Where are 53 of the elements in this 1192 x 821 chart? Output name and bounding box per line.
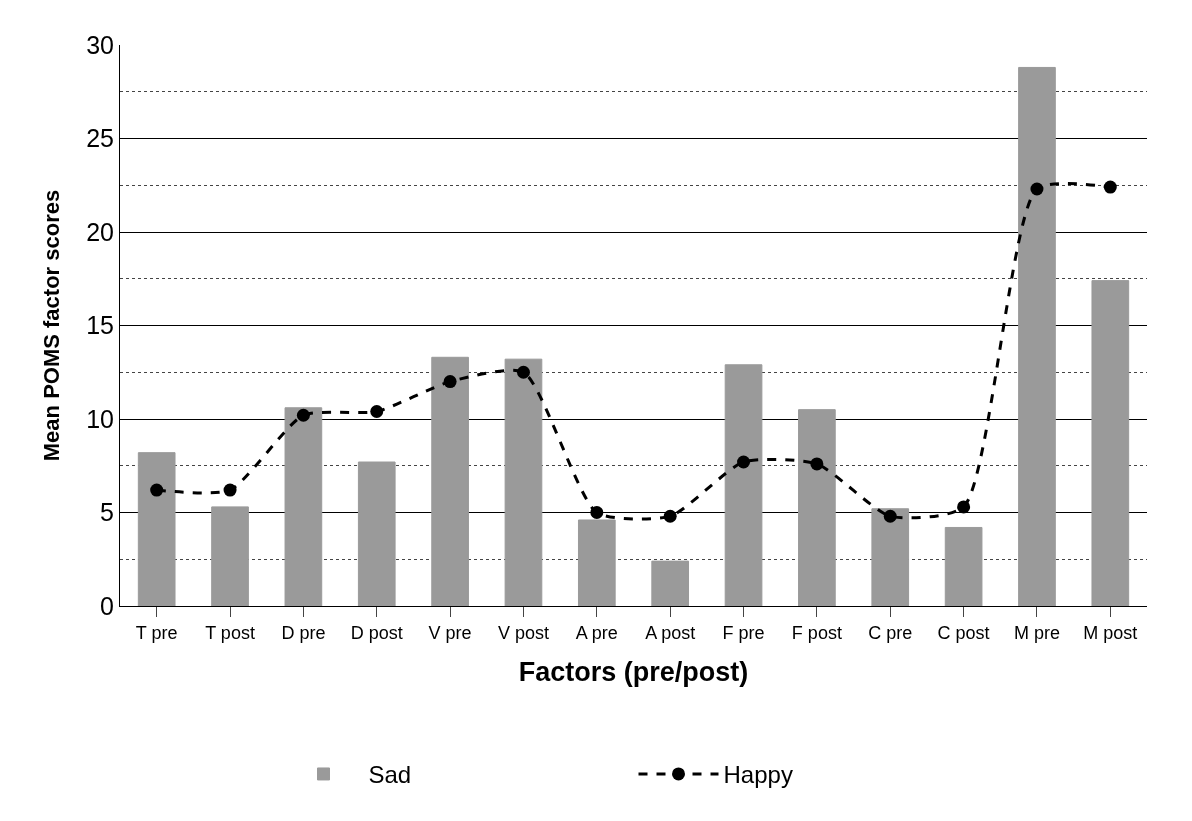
x-tick-label: D pre bbox=[281, 622, 326, 643]
x-tick-label: V pre bbox=[428, 622, 472, 643]
x-tick-label: F post bbox=[791, 622, 842, 643]
point bbox=[663, 509, 677, 523]
point bbox=[957, 500, 971, 514]
bar bbox=[577, 519, 616, 606]
point bbox=[296, 408, 310, 422]
x-tick-label: M pre bbox=[1013, 622, 1060, 643]
x-tick-label: A pre bbox=[575, 622, 618, 643]
point bbox=[516, 365, 530, 379]
y-tick-label: 15 bbox=[86, 311, 114, 340]
bar bbox=[504, 358, 543, 606]
y-axis-title: Mean POMS factor scores bbox=[38, 189, 64, 462]
bar bbox=[357, 461, 396, 606]
x-tick-label: T post bbox=[205, 622, 255, 643]
bar bbox=[871, 508, 910, 606]
x-tick-label: T pre bbox=[135, 622, 178, 643]
point bbox=[590, 506, 604, 519]
x-tick-label: V post bbox=[497, 622, 549, 643]
x-tick-label: A post bbox=[645, 622, 696, 643]
point bbox=[223, 483, 237, 497]
bar bbox=[724, 364, 763, 606]
x-tick-label: D post bbox=[350, 622, 403, 643]
y-tick-label: 0 bbox=[100, 591, 114, 620]
x-tick-label: M post bbox=[1083, 622, 1138, 643]
y-tick-label: 5 bbox=[100, 498, 114, 527]
x-tick-label: F pre bbox=[722, 622, 765, 643]
x-tick-label: C post bbox=[937, 622, 990, 643]
y-tick-label: 10 bbox=[86, 404, 114, 433]
point bbox=[883, 509, 897, 523]
legend-label: Happy bbox=[723, 761, 793, 789]
point bbox=[443, 375, 457, 389]
bar bbox=[137, 452, 176, 606]
point bbox=[737, 455, 751, 469]
y-tick-label: 25 bbox=[86, 124, 114, 153]
bar bbox=[798, 409, 836, 606]
bar bbox=[284, 407, 323, 606]
y-tick-label: 30 bbox=[86, 30, 114, 59]
x-tick-label: C pre bbox=[868, 622, 913, 643]
bar bbox=[431, 356, 469, 606]
bar bbox=[211, 506, 249, 606]
point bbox=[810, 457, 824, 471]
point bbox=[1030, 182, 1044, 196]
legend-label: Sad bbox=[368, 761, 412, 789]
bar bbox=[944, 526, 983, 606]
bar bbox=[651, 560, 690, 606]
y-tick-label: 20 bbox=[86, 217, 114, 246]
bar bbox=[1091, 280, 1130, 606]
point bbox=[370, 405, 384, 419]
point bbox=[1103, 180, 1117, 194]
bar bbox=[1018, 66, 1056, 606]
point bbox=[150, 483, 164, 497]
x-axis-title: Factors (pre/post) bbox=[518, 657, 749, 687]
